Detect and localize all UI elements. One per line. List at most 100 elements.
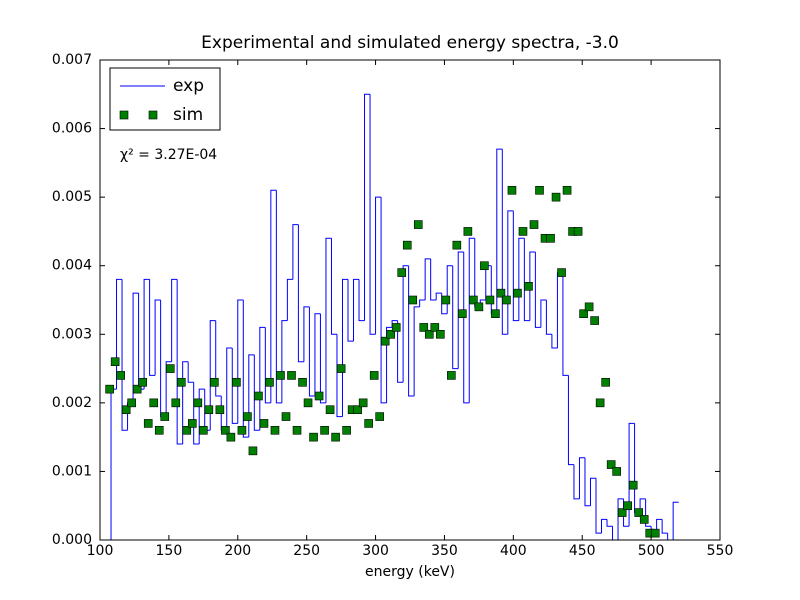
scatter-point <box>562 185 572 195</box>
scatter-point <box>375 412 384 421</box>
legend-label: sim <box>173 105 203 125</box>
scatter-point <box>287 371 296 380</box>
scatter-point <box>397 268 407 277</box>
scatter-point <box>149 398 159 408</box>
scatter-point <box>232 377 241 387</box>
scatter-point <box>579 309 588 319</box>
x-tick-label: 450 <box>569 543 596 559</box>
histogram-step <box>375 196 382 335</box>
histogram-step <box>551 334 558 349</box>
histogram-step <box>292 224 299 280</box>
legend-label: exp <box>173 76 204 96</box>
histogram-step <box>297 224 304 363</box>
scatter-point <box>270 425 280 435</box>
scatter-point <box>221 425 230 435</box>
y-tick-label: 0.000 <box>52 532 92 548</box>
x-tick-label: 350 <box>431 543 458 559</box>
scatter-point <box>248 446 258 456</box>
scatter-point <box>436 329 445 339</box>
scatter-point <box>606 460 616 469</box>
scatter-point <box>143 419 153 428</box>
scatter-point <box>447 371 456 380</box>
histogram-step <box>419 299 426 307</box>
histogram-step <box>529 251 536 321</box>
y-tick-label: 0.004 <box>52 258 92 274</box>
histogram-step <box>457 251 464 369</box>
scatter-point <box>176 377 186 387</box>
scatter-point <box>364 419 373 428</box>
scatter-point <box>127 398 136 408</box>
scatter-point <box>485 295 495 305</box>
scatter-point <box>617 508 627 517</box>
histogram-step <box>430 258 437 301</box>
histogram-step <box>397 320 404 383</box>
histogram-step <box>589 477 596 506</box>
scatter-point <box>529 220 539 229</box>
x-tick-label: 550 <box>707 543 734 559</box>
axes: 100 150 200 250 300 350 400 450 500 550 0.000 0.001… <box>52 52 733 559</box>
scatter-point <box>452 240 462 250</box>
histogram-step <box>182 361 189 444</box>
histogram-step <box>463 252 470 404</box>
scatter-point <box>325 405 335 415</box>
scatter-point <box>215 405 225 415</box>
scatter-point <box>243 412 252 421</box>
scatter-point <box>546 233 555 243</box>
histogram-step <box>540 299 547 328</box>
scatter-point <box>419 323 429 332</box>
scatter-point <box>391 323 401 332</box>
histogram-step <box>606 519 613 527</box>
scatter-point <box>303 398 313 408</box>
scatter-point <box>210 377 219 387</box>
x-tick-label: 300 <box>362 543 389 559</box>
x-tick-label: 250 <box>293 543 320 559</box>
scatter-point <box>121 405 131 415</box>
histogram-step <box>253 354 260 431</box>
scatter-point <box>458 309 467 319</box>
histogram-step <box>534 252 541 328</box>
scatter-point <box>353 405 362 415</box>
scatter-point <box>424 329 434 339</box>
scatter-point <box>171 398 181 408</box>
histogram-step <box>656 518 663 534</box>
x-tick-label: 500 <box>638 543 665 559</box>
histogram-step <box>507 210 514 335</box>
histogram-step <box>314 313 321 396</box>
scatter-point <box>535 185 544 195</box>
histogram-step <box>512 210 519 322</box>
histogram-step <box>408 265 415 397</box>
histogram-step <box>413 306 420 396</box>
scatter-point <box>496 288 506 298</box>
scatter-point <box>154 425 164 435</box>
histogram-step <box>496 148 503 314</box>
scatter-point <box>160 412 170 421</box>
histogram-step <box>628 422 635 527</box>
histogram-step <box>308 306 315 397</box>
legend-marker <box>148 110 158 120</box>
scatter-point <box>342 425 351 435</box>
annotation: χ² = 3.27E-04 <box>120 147 217 163</box>
x-axis-label: energy (keV) <box>365 564 455 580</box>
y-tick-label: 0.001 <box>52 463 92 479</box>
histogram-step <box>545 300 552 335</box>
scatter-point <box>513 288 522 298</box>
scatter-point <box>276 371 285 380</box>
histogram-step <box>121 279 128 431</box>
y-tick-label: 0.007 <box>52 52 92 68</box>
histogram-step <box>116 278 123 390</box>
scatter-point <box>254 391 263 401</box>
scatter-point <box>480 261 489 271</box>
scatter-point <box>331 432 340 442</box>
scatter-point <box>518 227 528 236</box>
histogram-step <box>667 533 674 540</box>
y-tick-label: 0.002 <box>52 395 92 411</box>
x-tick-label: 100 <box>87 543 114 559</box>
histogram-step <box>154 299 161 376</box>
y-tick-label: 0.006 <box>52 121 92 137</box>
histogram-step <box>386 326 393 403</box>
histogram-step <box>402 265 409 383</box>
x-tick-label: 400 <box>500 543 527 559</box>
histogram-step <box>573 464 580 500</box>
histogram-step <box>595 478 602 534</box>
histogram-step <box>198 388 205 444</box>
